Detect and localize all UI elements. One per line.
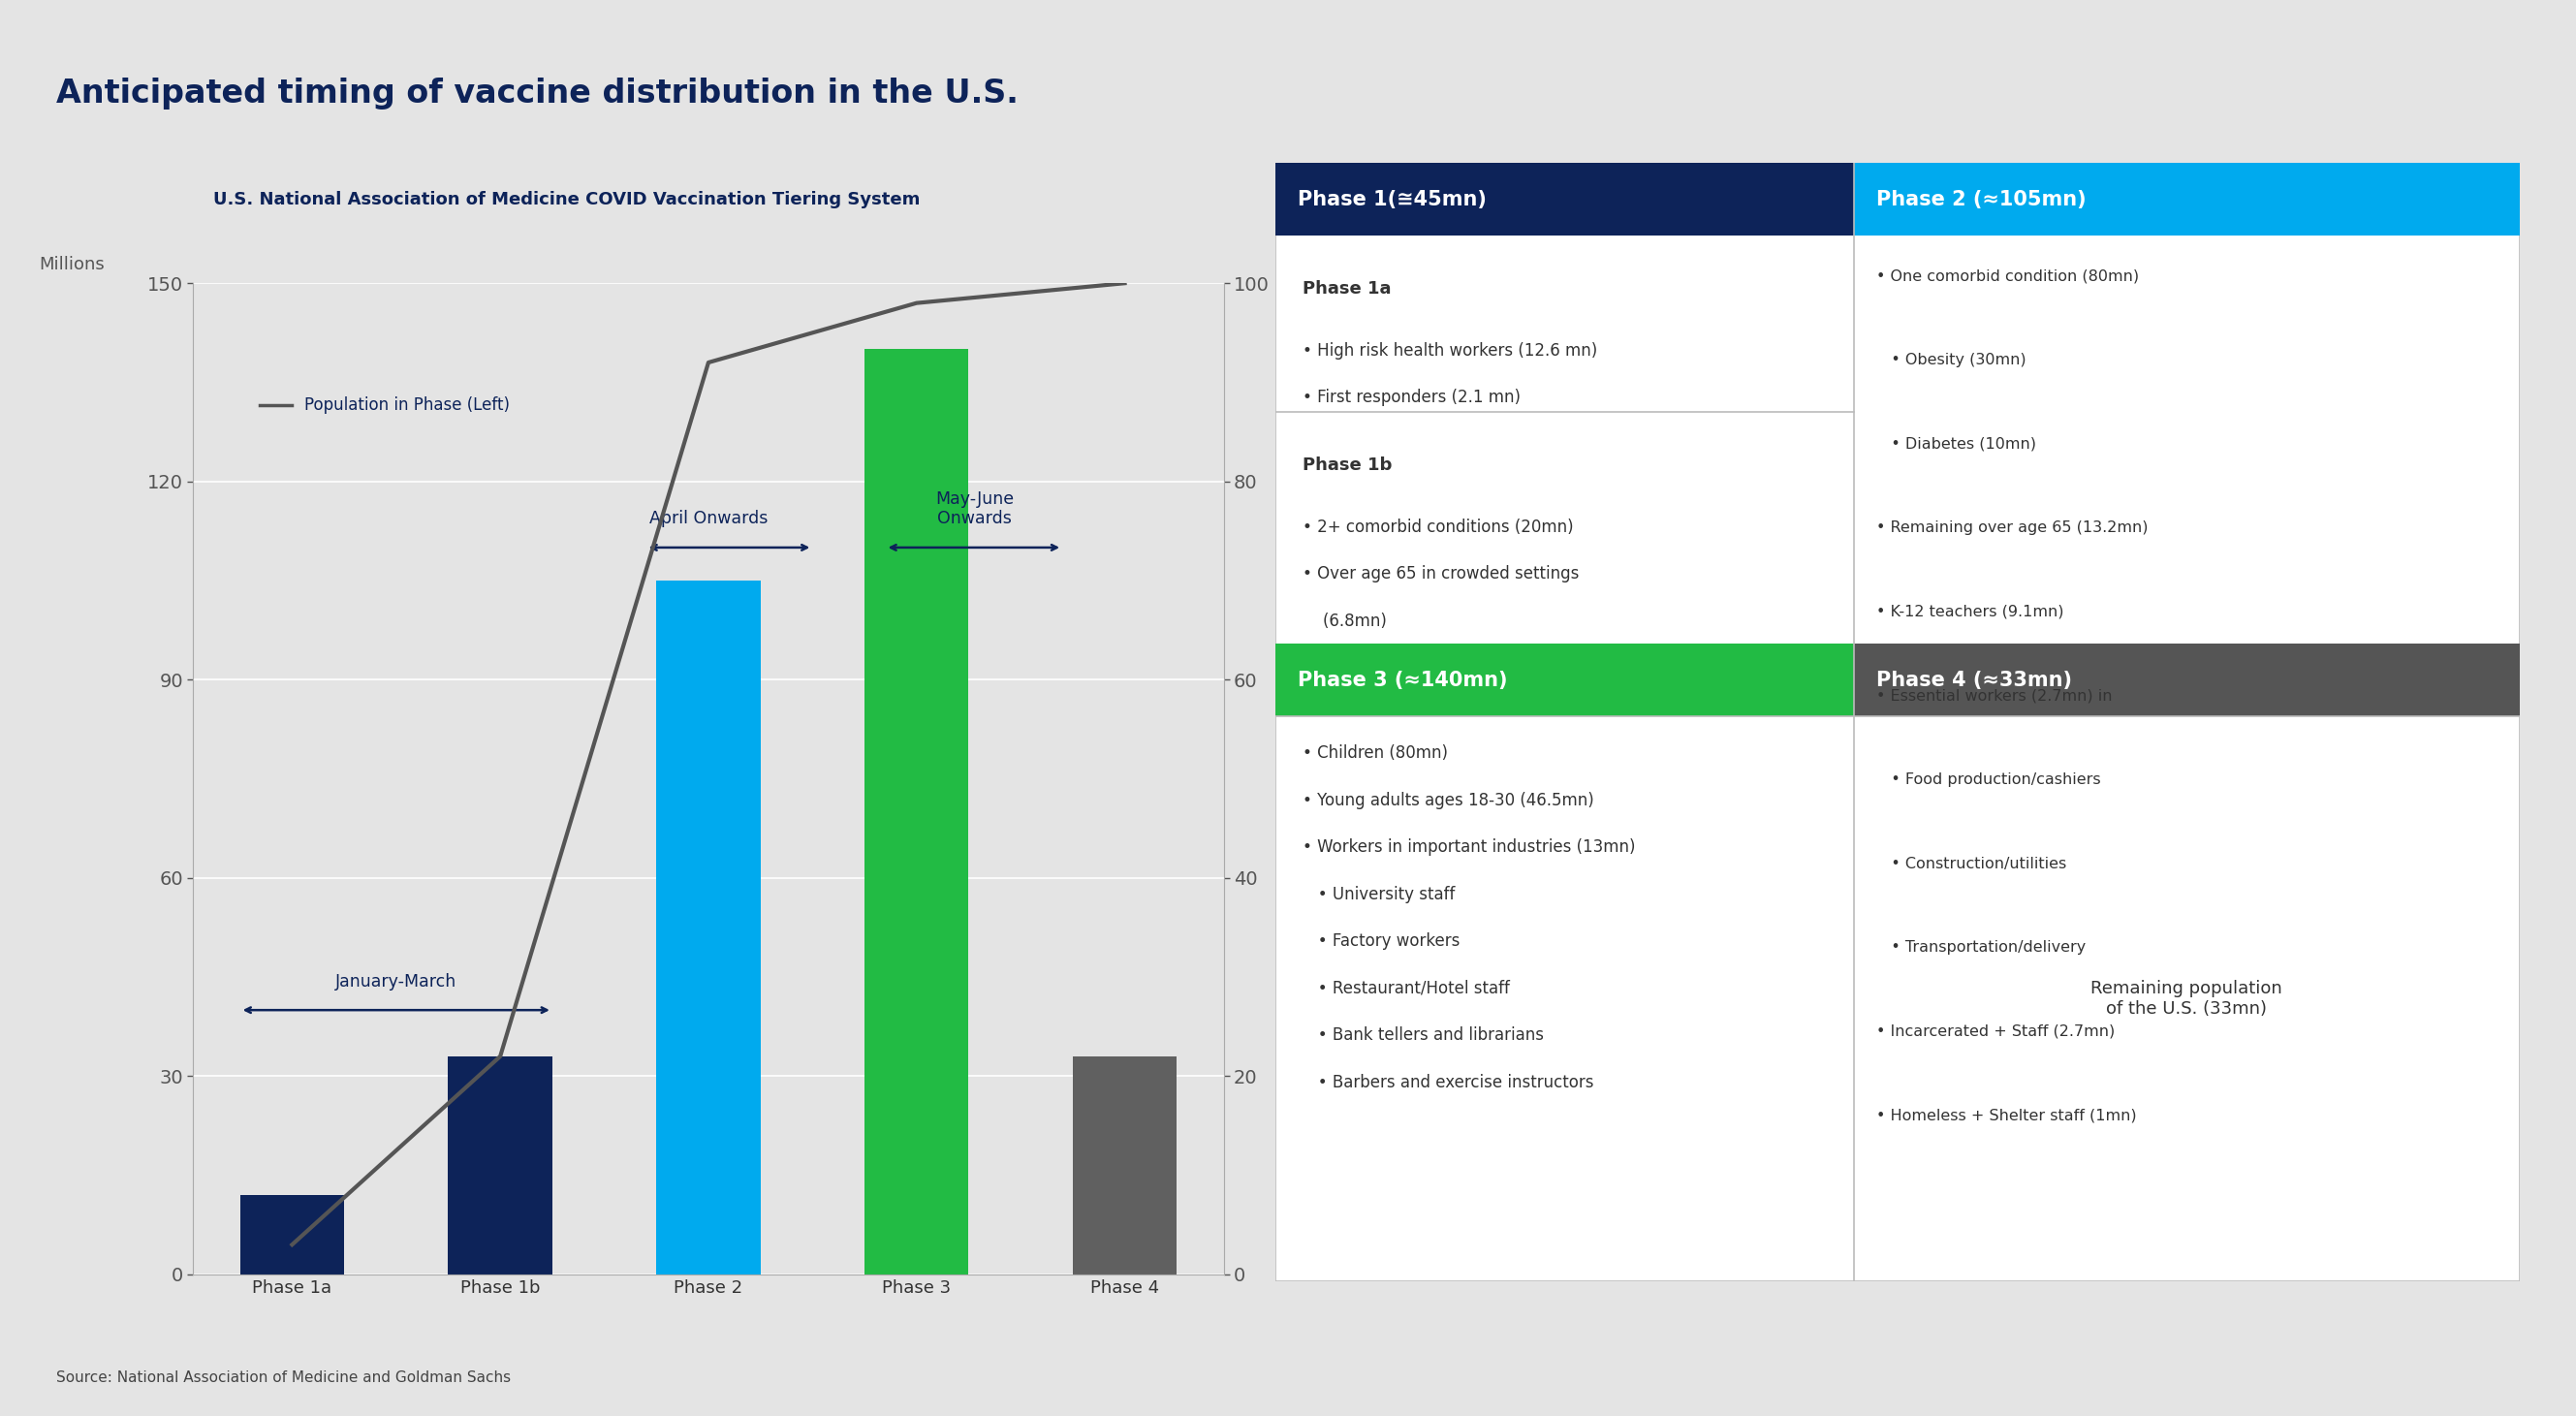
Legend: Population in Phase (Left): Population in Phase (Left) — [252, 391, 515, 421]
Text: • Food production/cashiers: • Food production/cashiers — [1875, 773, 2099, 787]
Text: April Onwards: April Onwards — [649, 510, 768, 528]
Text: • Workers in important industries (13mn): • Workers in important industries (13mn) — [1303, 838, 1636, 855]
Bar — [448, 1056, 551, 1274]
Text: • Obesity (30mn): • Obesity (30mn) — [1875, 353, 2025, 368]
Text: • High risk health workers (12.6 mn): • High risk health workers (12.6 mn) — [1303, 341, 1597, 360]
Text: Phase 1(≅45mn): Phase 1(≅45mn) — [1298, 190, 1486, 210]
Text: • Children (80mn): • Children (80mn) — [1303, 745, 1448, 762]
Bar — [240, 1195, 345, 1274]
Text: Phase 1a: Phase 1a — [1303, 280, 1391, 297]
Text: • Homeless + Shelter staff (1mn): • Homeless + Shelter staff (1mn) — [1875, 1109, 2136, 1123]
Text: • Construction/utilities: • Construction/utilities — [1875, 857, 2066, 871]
Text: • First responders (2.1 mn): • First responders (2.1 mn) — [1303, 389, 1520, 406]
Bar — [866, 350, 969, 1274]
Text: • Essential workers (2.7mn) in: • Essential workers (2.7mn) in — [1875, 688, 2112, 704]
Text: Anticipated timing of vaccine distribution in the U.S.: Anticipated timing of vaccine distributi… — [57, 78, 1020, 110]
Text: • Young adults ages 18-30 (46.5mn): • Young adults ages 18-30 (46.5mn) — [1303, 792, 1595, 809]
Text: Remaining population
of the U.S. (33mn): Remaining population of the U.S. (33mn) — [2092, 980, 2282, 1018]
Bar — [1855, 163, 2519, 235]
Text: Phase 2 (≈105mn): Phase 2 (≈105mn) — [1875, 190, 2087, 210]
Text: (6.8mn): (6.8mn) — [1303, 612, 1386, 630]
Text: Phase 1b: Phase 1b — [1303, 457, 1391, 474]
Text: U.S. National Association of Medicine COVID Vaccination Tiering System: U.S. National Association of Medicine CO… — [214, 191, 920, 208]
Text: Phase 3 (≈140mn): Phase 3 (≈140mn) — [1298, 671, 1507, 690]
Text: • Transportation/delivery: • Transportation/delivery — [1875, 940, 2087, 954]
Bar — [1275, 163, 1855, 235]
Text: • 2+ comorbid conditions (20mn): • 2+ comorbid conditions (20mn) — [1303, 518, 1574, 535]
Text: • One comorbid condition (80mn): • One comorbid condition (80mn) — [1875, 269, 2138, 283]
Text: Phase 4 (≈33mn): Phase 4 (≈33mn) — [1875, 671, 2071, 690]
Y-axis label: %: % — [1283, 770, 1301, 787]
Text: • K-12 teachers (9.1mn): • K-12 teachers (9.1mn) — [1875, 605, 2063, 619]
Text: Millions: Millions — [39, 256, 103, 273]
Bar — [1275, 644, 1855, 716]
Text: January-March: January-March — [335, 973, 456, 990]
Text: • Over age 65 in crowded settings: • Over age 65 in crowded settings — [1303, 565, 1579, 583]
Text: • Remaining over age 65 (13.2mn): • Remaining over age 65 (13.2mn) — [1875, 521, 2148, 535]
Text: Source: National Association of Medicine and Goldman Sachs: Source: National Association of Medicine… — [57, 1371, 510, 1385]
Text: • University staff: • University staff — [1303, 885, 1455, 903]
Text: • Bank tellers and librarians: • Bank tellers and librarians — [1303, 1027, 1543, 1044]
Bar — [1855, 644, 2519, 716]
Text: • Incarcerated + Staff (2.7mn): • Incarcerated + Staff (2.7mn) — [1875, 1024, 2115, 1039]
Text: • Restaurant/Hotel staff: • Restaurant/Hotel staff — [1303, 980, 1510, 997]
Text: • Barbers and exercise instructors: • Barbers and exercise instructors — [1303, 1073, 1595, 1090]
Text: May-June
Onwards: May-June Onwards — [935, 490, 1015, 528]
Bar — [1072, 1056, 1177, 1274]
Bar — [657, 581, 760, 1274]
Text: • Factory workers: • Factory workers — [1303, 933, 1461, 950]
Text: • Diabetes (10mn): • Diabetes (10mn) — [1875, 438, 2035, 452]
